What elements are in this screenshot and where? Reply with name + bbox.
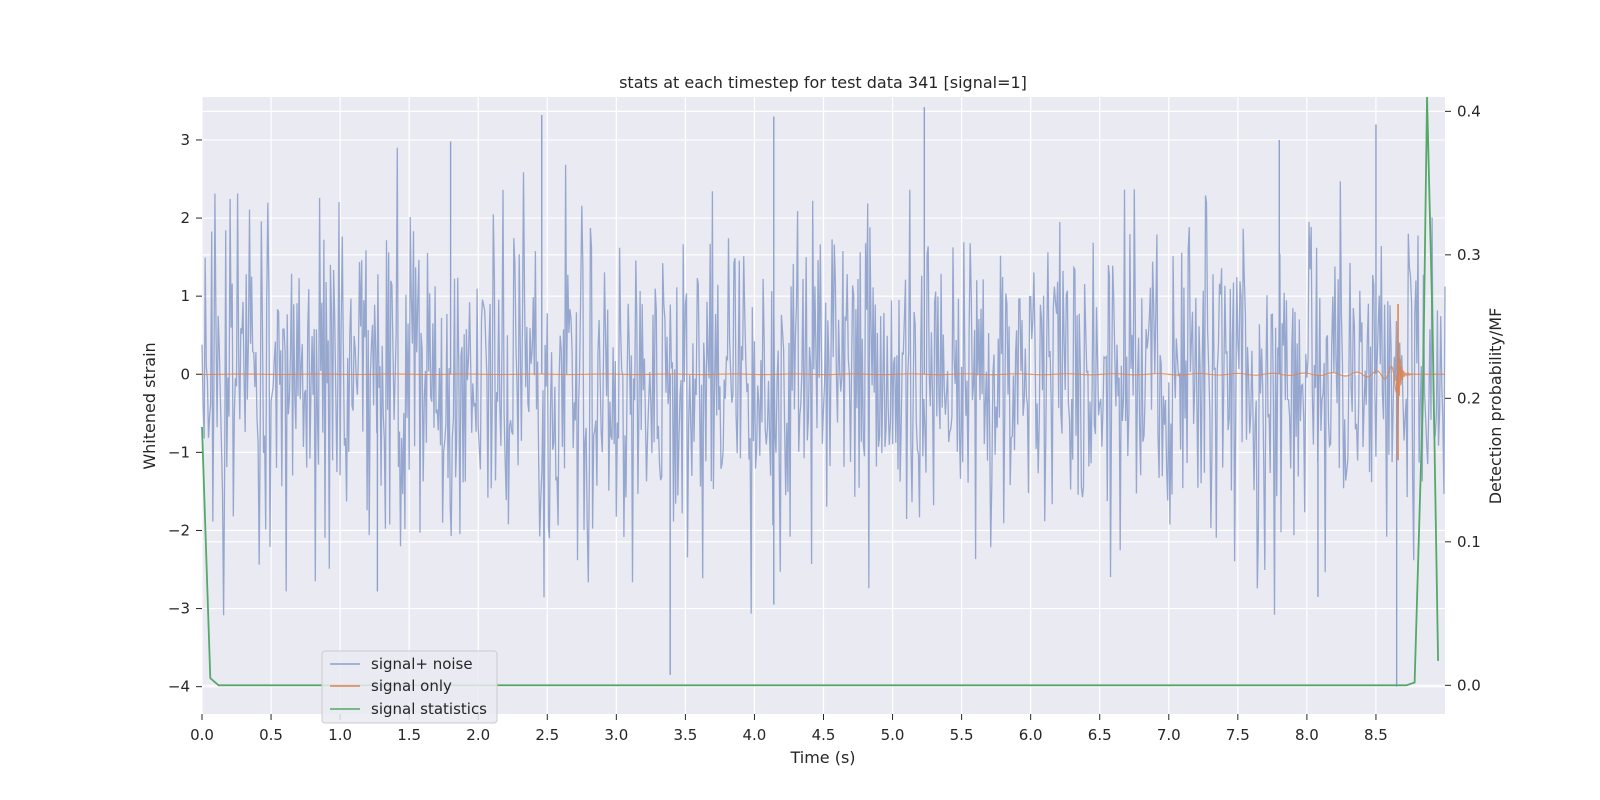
- x-axis-label: Time (s): [789, 748, 855, 767]
- x-tick-label: 8.0: [1295, 726, 1319, 744]
- x-tick-label: 6.0: [1019, 726, 1043, 744]
- x-tick-label: 1.5: [397, 726, 421, 744]
- legend-label-stat: signal statistics: [371, 700, 487, 718]
- stat-series: [201, 96, 1439, 687]
- x-tick-label: 3.0: [604, 726, 628, 744]
- x-tick-label: 8.5: [1364, 726, 1388, 744]
- signal-series: [201, 303, 1445, 461]
- y-tick-label: −3: [168, 600, 190, 618]
- y2-tick-label: 0.4: [1457, 102, 1481, 120]
- x-tick-label: 0.0: [190, 726, 214, 744]
- chart-title: stats at each timestep for test data 341…: [619, 73, 1027, 92]
- x-tick-label: 0.5: [259, 726, 283, 744]
- x-tick-label: 2.0: [466, 726, 490, 744]
- legend: signal+ noise signal only signal statist…: [321, 650, 498, 724]
- y-axis-label: Whitened strain: [140, 342, 159, 469]
- stat-line: [201, 96, 1439, 687]
- y2-tick-label: 0.0: [1457, 676, 1481, 694]
- x-tick-label: 1.0: [328, 726, 352, 744]
- legend-box: [321, 650, 498, 724]
- y-tick-label: 3: [180, 131, 190, 149]
- y-tick-label: −1: [168, 443, 190, 461]
- legend-label-noise: signal+ noise: [371, 655, 473, 673]
- x-tick-label: 4.0: [743, 726, 767, 744]
- y2-axis-label: Detection probability/MF: [1486, 308, 1505, 505]
- y-tick-label: 0: [180, 365, 190, 383]
- y-tick-label: 1: [180, 287, 190, 305]
- x-tick-label: 5.0: [881, 726, 905, 744]
- tick-labels: 0.0 0.5 1.0 1.5 2.0 2.5 3.0 3.5 4.0 4.5 5.0 5.5 6.0 6…: [168, 102, 1481, 744]
- noise-line: [201, 147, 1446, 616]
- x-tick-label: 4.5: [812, 726, 836, 744]
- x-tick-label: 7.0: [1157, 726, 1181, 744]
- y2-tick-label: 0.3: [1457, 246, 1481, 264]
- x-tick-label: 6.5: [1088, 726, 1112, 744]
- signal-line: [201, 328, 1445, 399]
- x-tick-label: 5.5: [950, 726, 974, 744]
- noise-series: [201, 107, 1446, 687]
- y2-tick-label: 0.1: [1457, 533, 1481, 551]
- y-tick-label: −2: [168, 521, 190, 539]
- y-tick-label: −4: [168, 678, 190, 696]
- y2-tick-label: 0.2: [1457, 389, 1481, 407]
- y-tick-label: 2: [180, 209, 190, 227]
- x-tick-label: 2.5: [535, 726, 559, 744]
- x-tick-label: 7.5: [1226, 726, 1250, 744]
- x-tick-label: 3.5: [673, 726, 697, 744]
- legend-label-signal: signal only: [371, 677, 452, 695]
